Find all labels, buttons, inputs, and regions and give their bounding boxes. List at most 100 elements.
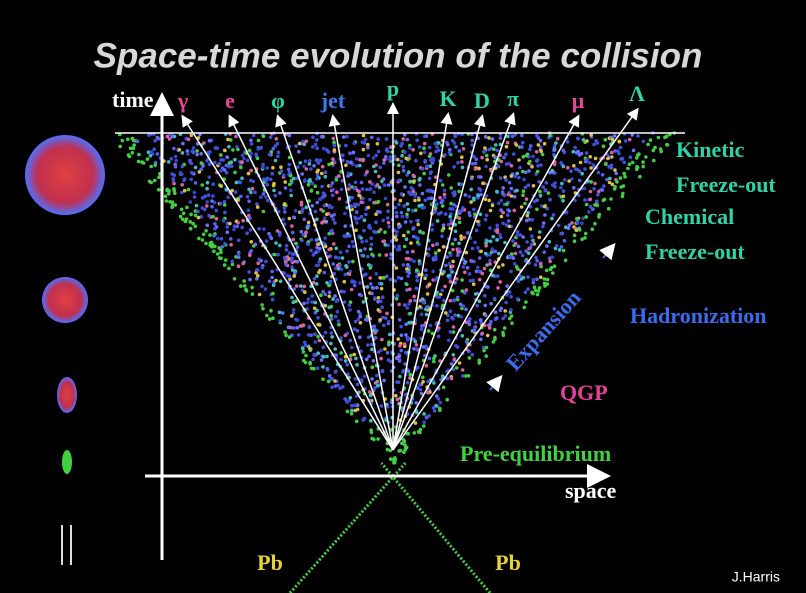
particle-dot [322, 203, 327, 208]
particle-dot [309, 238, 314, 242]
particle-dot [399, 348, 404, 353]
particle-dot [205, 180, 210, 185]
particle-dot [455, 295, 460, 300]
particle-dot [300, 238, 304, 243]
particle-label: π [507, 86, 519, 111]
expansion-arrow [486, 374, 503, 393]
particle-dot [457, 189, 461, 194]
particle-dot [515, 188, 519, 193]
particle-arrow [181, 114, 394, 451]
particle-dot [408, 143, 412, 148]
particle-dot [348, 300, 353, 305]
particle-dot [526, 210, 530, 215]
particle-dot [458, 302, 463, 307]
particle-dot [405, 173, 409, 177]
particle-dot [436, 397, 441, 401]
particle-arrows [181, 102, 639, 451]
particle-dot [322, 219, 326, 224]
particle-dot [234, 180, 239, 185]
particle-dot [451, 353, 456, 357]
particle-dot [213, 226, 217, 231]
particle-dot [342, 279, 347, 284]
particle-dot [307, 179, 311, 183]
particle-dot [290, 265, 294, 269]
particle-dot [294, 241, 299, 246]
particle-dot [395, 214, 399, 219]
particle-dot [330, 161, 334, 165]
particle-dot [204, 241, 208, 246]
particle-dot [501, 186, 506, 190]
particle-dot [355, 363, 359, 367]
particle-dot [396, 275, 401, 280]
particle-dot [274, 278, 278, 283]
particle-dot [354, 156, 359, 161]
particle-dot [397, 163, 401, 168]
particle-dot [173, 203, 178, 207]
particle-dot [413, 421, 418, 425]
particle-dot [592, 142, 596, 147]
particle-dot [305, 307, 309, 311]
particle-dot [249, 168, 253, 173]
particle-label: D [474, 88, 490, 113]
particle-dot [419, 391, 424, 396]
particle-dot [535, 133, 539, 138]
particle-dot [453, 229, 458, 234]
particle-dot [379, 356, 383, 361]
particle-dot [254, 277, 259, 281]
particle-dot [581, 216, 585, 221]
particle-dot [302, 164, 306, 169]
fireball [25, 135, 105, 215]
particle-dot [265, 166, 270, 170]
particle-dot [421, 380, 425, 384]
particle-dot [422, 412, 426, 416]
particle-dot [189, 212, 193, 217]
particle-dot [329, 317, 334, 321]
particle-dot [564, 225, 568, 229]
particle-dot [213, 222, 217, 226]
particle-dot [460, 165, 465, 170]
particle-dot [256, 147, 260, 151]
particle-dot [316, 161, 321, 165]
particle-dot [537, 286, 542, 290]
particle-dot [282, 206, 287, 210]
particle-dot [582, 186, 587, 191]
particle-dot [358, 248, 363, 253]
particle-dot [343, 397, 347, 401]
particle-dot [323, 216, 327, 220]
particle-dot [427, 188, 432, 193]
particle-dot [315, 308, 319, 313]
particle-dot [530, 290, 534, 295]
particle-dot [513, 241, 518, 246]
particle-dot [554, 244, 559, 248]
particle-dot [287, 162, 292, 167]
particle-dot [412, 431, 417, 435]
particle-dot [379, 348, 383, 353]
particle-dot [322, 270, 327, 275]
particle-dot [354, 394, 359, 398]
particle-dot [301, 323, 306, 328]
particle-dot [490, 247, 495, 251]
particle-dot [330, 385, 334, 390]
particle-dot [522, 177, 526, 182]
particle-dot [610, 182, 615, 187]
particle-dot [393, 205, 398, 210]
particle-dot [389, 145, 393, 149]
particle-dot [180, 183, 184, 187]
particle-dot [493, 310, 498, 315]
particle-dot [597, 189, 601, 194]
particle-dot [370, 285, 375, 290]
particle-dot [381, 218, 386, 223]
particle-dot [309, 189, 314, 193]
particle-dot [388, 457, 393, 461]
particle-dot [126, 137, 130, 142]
particle-dot [620, 156, 625, 161]
particle-dot [551, 213, 556, 217]
particle-dot [376, 437, 380, 441]
particle-dot [548, 197, 552, 202]
particle-dot [559, 245, 564, 249]
particle-dot [276, 150, 281, 155]
particle-dot [484, 194, 489, 198]
particle-dot [479, 175, 483, 179]
particle-dot [397, 178, 401, 183]
particle-dot [200, 183, 204, 187]
